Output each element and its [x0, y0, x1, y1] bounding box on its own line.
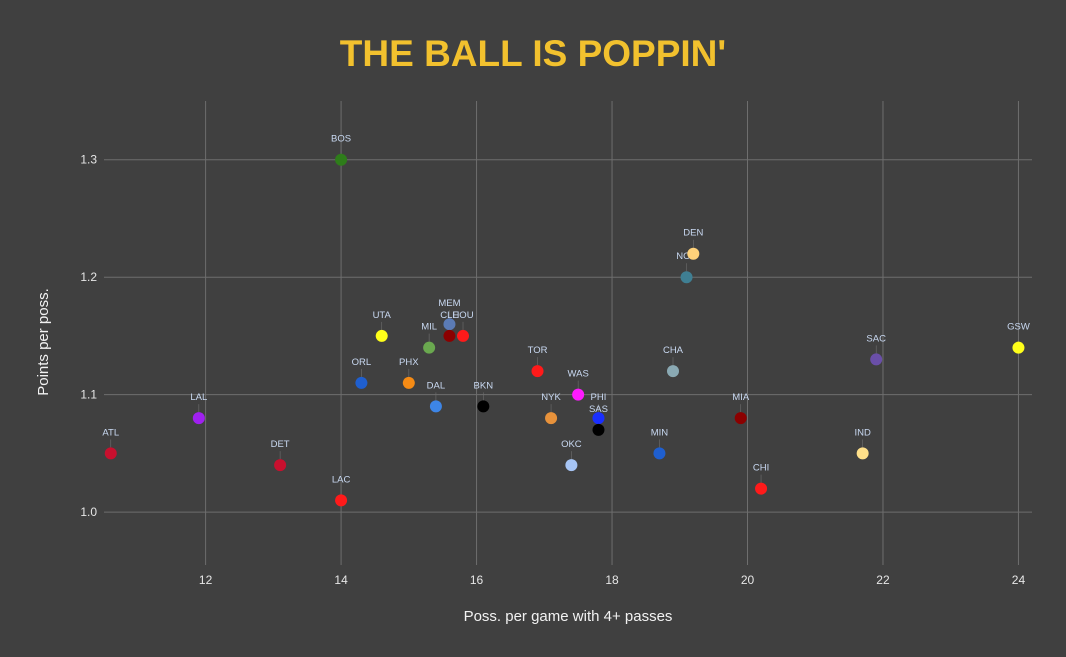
x-tick-label: 18: [605, 573, 619, 587]
point-label-phi: PHI: [591, 392, 607, 403]
point-label-orl: ORL: [352, 357, 372, 368]
point-label-bkn: BKN: [474, 380, 494, 391]
y-tick-label: 1.1: [80, 388, 97, 402]
point-label-mem: MEM: [438, 298, 460, 309]
point-label-den: DEN: [683, 228, 703, 239]
point-label-cle: CLE: [440, 310, 458, 321]
point-min[interactable]: [653, 447, 666, 460]
point-label-mil: MIL: [421, 322, 437, 333]
point-okc[interactable]: [565, 459, 578, 472]
point-label-tor: TOR: [528, 345, 548, 356]
point-cha[interactable]: [666, 365, 679, 378]
y-axis-label: Points per poss.: [35, 288, 52, 396]
point-layer: [104, 153, 1025, 507]
point-label-ind: IND: [854, 427, 871, 438]
point-phi[interactable]: [592, 412, 605, 425]
point-nop[interactable]: [680, 271, 693, 284]
point-det[interactable]: [274, 459, 287, 472]
point-mem[interactable]: [443, 318, 456, 331]
point-label-det: DET: [271, 439, 290, 450]
x-tick-label: 16: [470, 573, 484, 587]
x-tick-label: 24: [1012, 573, 1026, 587]
point-lal[interactable]: [192, 412, 205, 425]
point-label-sac: SAC: [866, 333, 886, 344]
x-tick-label: 20: [741, 573, 755, 587]
point-label-uta: UTA: [373, 310, 392, 321]
point-sac[interactable]: [870, 353, 883, 366]
y-tick-label: 1.2: [80, 270, 97, 284]
point-was[interactable]: [572, 388, 585, 401]
tick-layer: 12 14 16 18 20 22 24 1.0 1.1 1.2 1.3: [80, 153, 1025, 587]
point-nyk[interactable]: [545, 412, 558, 425]
x-tick-label: 14: [334, 573, 348, 587]
grid-layer: [104, 101, 1032, 565]
point-cle[interactable]: [443, 329, 456, 342]
point-label-gsw: GSW: [1007, 322, 1030, 333]
point-tor[interactable]: [531, 365, 544, 378]
point-chi[interactable]: [755, 482, 768, 495]
point-label-lal: LAL: [190, 392, 207, 403]
point-hou[interactable]: [457, 329, 470, 342]
point-label-cha: CHA: [663, 345, 684, 356]
x-tick-label: 22: [876, 573, 890, 587]
point-label-dal: DAL: [427, 380, 445, 391]
point-label-mia: MIA: [732, 392, 750, 403]
chart-title: THE BALL IS POPPIN': [340, 33, 726, 74]
point-uta[interactable]: [375, 329, 388, 342]
point-ind[interactable]: [856, 447, 869, 460]
point-mia[interactable]: [734, 412, 747, 425]
point-label-nop: NOP: [676, 251, 697, 262]
point-label-chi: CHI: [753, 463, 769, 474]
y-tick-label: 1.0: [80, 505, 97, 519]
point-atl[interactable]: [104, 447, 117, 460]
point-label-lac: LAC: [332, 474, 351, 485]
point-orl[interactable]: [355, 376, 368, 389]
point-bos[interactable]: [335, 153, 348, 166]
point-label-phx: PHX: [399, 357, 419, 368]
point-label-bos: BOS: [331, 134, 351, 145]
point-mil[interactable]: [423, 341, 436, 354]
point-label-nyk: NYK: [541, 392, 561, 403]
point-bkn[interactable]: [477, 400, 490, 413]
point-label-sas: SAS: [589, 404, 608, 415]
point-gsw[interactable]: [1012, 341, 1025, 354]
point-phx[interactable]: [402, 376, 415, 389]
point-label-atl: ATL: [102, 427, 119, 438]
point-sas[interactable]: [592, 423, 605, 436]
y-tick-label: 1.3: [80, 153, 97, 167]
point-den[interactable]: [687, 247, 700, 260]
point-label-was: WAS: [568, 369, 589, 380]
x-axis-label: Poss. per game with 4+ passes: [464, 608, 673, 625]
point-label-min: MIN: [651, 427, 669, 438]
point-lac[interactable]: [335, 494, 348, 507]
point-dal[interactable]: [429, 400, 442, 413]
point-label-okc: OKC: [561, 439, 582, 450]
point-label-hou: HOU: [452, 310, 473, 321]
x-tick-label: 12: [199, 573, 213, 587]
